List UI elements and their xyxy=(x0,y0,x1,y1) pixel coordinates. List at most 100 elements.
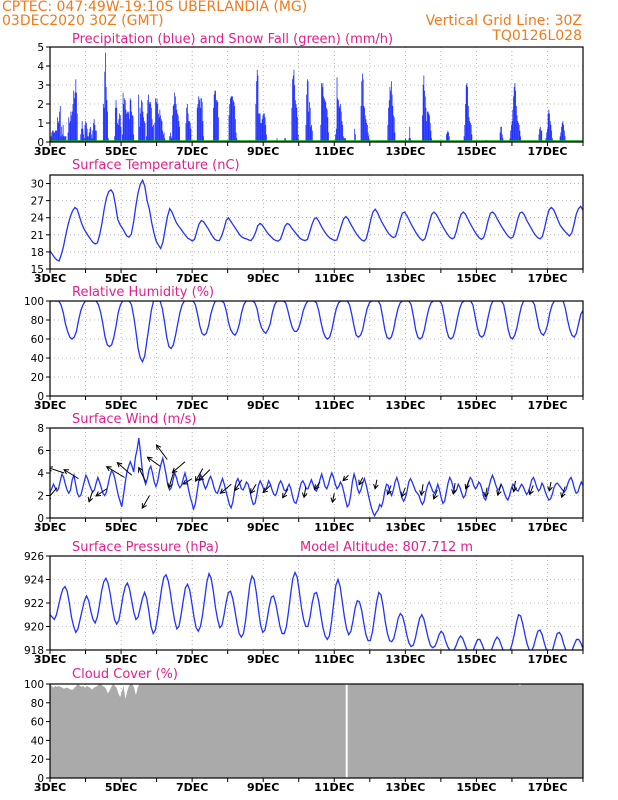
wind-arrow-shaft xyxy=(156,444,168,460)
precip-bar xyxy=(161,121,163,142)
precip-bar xyxy=(367,132,369,142)
precip-bar xyxy=(389,86,391,142)
precip-bar xyxy=(258,113,260,142)
precip-bar xyxy=(75,79,77,142)
precip-bar xyxy=(105,86,107,142)
wind-arrow-head xyxy=(105,466,112,472)
precip-bar xyxy=(230,96,232,142)
x-tick-label: 17DEC xyxy=(527,145,567,158)
precip-bar xyxy=(354,134,356,142)
panel-title: Cloud Cover (%) xyxy=(72,667,178,682)
precip-bar xyxy=(294,85,296,142)
panel-cloud: Cloud Cover (%) 0 20 40 60 80 100 3DEC 5DEC 7DEC 9… xyxy=(24,667,584,794)
precip-bar xyxy=(305,124,307,142)
precip-bar xyxy=(131,115,133,142)
y-tick-label: 0 xyxy=(37,513,44,525)
precip-bar xyxy=(102,104,104,142)
cloud-area xyxy=(50,684,583,778)
precip-bar xyxy=(103,107,105,142)
wind-arrow-head xyxy=(282,492,288,499)
precip-bar xyxy=(139,107,141,142)
panel-frame xyxy=(49,46,584,143)
y-tick-label: 0 xyxy=(37,391,44,403)
y-tick-label: 926 xyxy=(24,551,44,563)
wind-arrow-head xyxy=(146,456,153,462)
wind-arrow xyxy=(330,493,337,504)
wind-arrow-head xyxy=(301,492,308,499)
wind-arrow-head xyxy=(63,469,70,475)
y-tick-label: 0 xyxy=(37,773,44,785)
precip-bar xyxy=(122,134,123,142)
precip-bar xyxy=(68,117,70,142)
x-tick-label: 7DEC xyxy=(176,145,208,158)
precip-bar xyxy=(228,115,230,142)
precip-bar xyxy=(354,128,356,142)
precip-bar xyxy=(266,134,267,142)
precip-bar xyxy=(115,100,117,142)
wind-arrow-head xyxy=(451,489,457,495)
precip-bar xyxy=(59,105,61,142)
precip-bar xyxy=(340,104,341,142)
wind-arrow xyxy=(342,474,349,482)
precip-bar xyxy=(509,138,511,142)
wind-arrow xyxy=(511,480,518,493)
precip-bar xyxy=(147,100,149,142)
precip-bar xyxy=(143,121,145,142)
precip-bar xyxy=(546,128,548,142)
precip-bar xyxy=(258,113,260,142)
wind-arrow xyxy=(301,486,308,499)
wind-arrow-shaft xyxy=(484,487,488,497)
precip-bar xyxy=(510,130,512,142)
wind-arrow xyxy=(464,479,470,490)
precip-bar xyxy=(539,128,541,142)
precip-bar xyxy=(292,75,294,142)
precip-bar xyxy=(52,130,54,142)
precip-bar xyxy=(56,130,58,142)
wind-arrow-shaft xyxy=(262,485,271,493)
wind-arrow xyxy=(451,483,457,495)
precip-bar xyxy=(217,102,219,142)
precip-bar xyxy=(262,115,264,142)
wind-arrow-shaft xyxy=(172,461,186,473)
precip-bar xyxy=(362,79,364,142)
wind-arrow-shaft xyxy=(433,489,438,500)
y-tick-label: 18 xyxy=(31,247,44,259)
wind-arrow-shaft xyxy=(141,495,150,509)
wind-arrow xyxy=(105,466,125,478)
precip-bar xyxy=(229,104,231,142)
precip-bar xyxy=(173,104,175,142)
wind-arrow-head xyxy=(167,482,173,489)
precip-bar xyxy=(363,105,365,142)
precip-bar xyxy=(95,130,96,142)
precip-bar xyxy=(153,124,154,142)
model-code: TQ0126L028 xyxy=(492,28,582,44)
precip-bar xyxy=(126,113,128,142)
precip-bar xyxy=(391,94,393,142)
precip-bar xyxy=(499,132,501,142)
wind-arrow-shaft xyxy=(106,466,125,478)
wind-arrow xyxy=(250,483,257,495)
y-tick-label: 40 xyxy=(31,353,44,365)
precip-bar xyxy=(124,98,125,142)
wind-arrow xyxy=(400,487,406,498)
y-tick-label: 100 xyxy=(24,296,44,308)
y-tick-label: 60 xyxy=(31,334,44,346)
precip-bar xyxy=(88,136,89,142)
precip-bar xyxy=(114,107,116,142)
panel-title: Relative Humidity (%) xyxy=(72,285,214,300)
precip-bar xyxy=(427,111,429,142)
precip-bar xyxy=(388,100,390,142)
y-tick-label: 27 xyxy=(31,196,44,208)
precip-bar xyxy=(431,138,433,142)
wind-arrow xyxy=(560,486,566,499)
precip-bar xyxy=(464,124,466,142)
wind-arrow xyxy=(386,485,392,496)
precip-bar xyxy=(520,136,521,142)
wind-arrow xyxy=(63,469,79,480)
x-tick-label: 3DEC xyxy=(34,145,66,158)
x-tick-label: 7DEC xyxy=(176,521,208,534)
wind-arrow-head xyxy=(116,461,123,468)
wind-arrow xyxy=(528,485,534,496)
precip-bar xyxy=(213,94,215,142)
wind-arrow xyxy=(373,479,379,490)
